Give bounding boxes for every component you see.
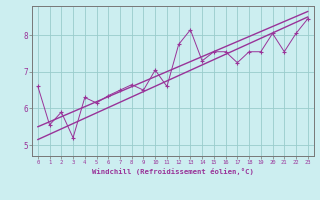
X-axis label: Windchill (Refroidissement éolien,°C): Windchill (Refroidissement éolien,°C) (92, 168, 254, 175)
